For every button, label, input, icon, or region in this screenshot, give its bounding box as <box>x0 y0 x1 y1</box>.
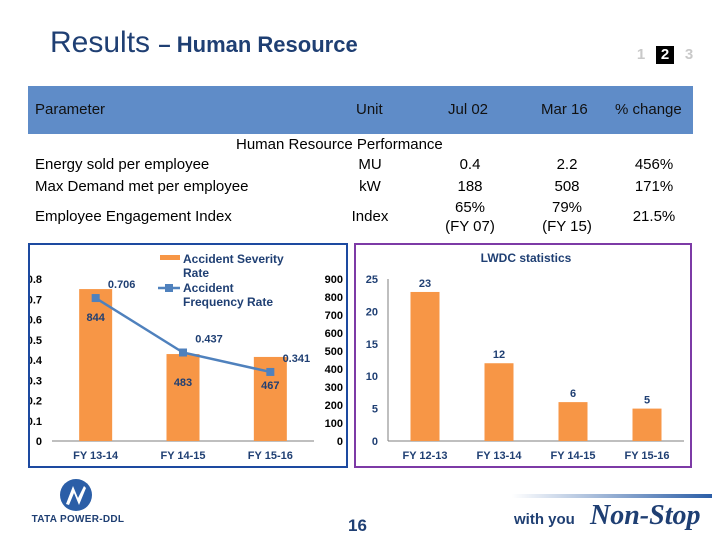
lwdc-statistics-chart: LWDC statistics 0 5 10 15 20 25 23 FY 12-13 12 FY … <box>354 243 692 468</box>
severity-bar-label: 844 <box>86 312 105 324</box>
severity-bar-label: 467 <box>261 380 279 392</box>
logo-text: TATA POWER-DDL <box>31 514 125 525</box>
right-axis-tick-label: 200 <box>325 400 343 412</box>
legend-severity-swatch <box>160 255 180 260</box>
x-axis-tick-label: FY 15-16 <box>624 450 669 462</box>
title-subtitle: – Human Resource <box>158 32 358 57</box>
left-axis-tick-label: 0.1 <box>30 416 42 428</box>
row-1-parameter: Energy sold per employee <box>35 156 210 173</box>
lwdc-bar-label: 23 <box>419 278 431 290</box>
tagline-brand: Non-Stop <box>590 500 701 531</box>
tagline-prefix: with you <box>514 511 575 528</box>
header-base: Jul 02 <box>448 101 489 118</box>
left-axis-tick-label: 0.6 <box>30 315 42 327</box>
x-axis-tick-label: FY 14-15 <box>160 450 205 462</box>
left-axis-tick-label: 0.3 <box>30 375 42 387</box>
row-2-current: 508 <box>554 178 580 195</box>
x-axis-tick-label: FY 12-13 <box>402 450 447 462</box>
header-parameter: Parameter <box>35 101 106 118</box>
lwdc-bar <box>632 408 662 441</box>
lwdc-bar <box>410 291 440 441</box>
right-axis-tick-label: 700 <box>325 310 343 322</box>
row-3-current-note: (FY 15) <box>542 218 592 235</box>
lwdc-chart-title: LWDC statistics <box>481 251 572 265</box>
row-2-unit: kW <box>359 178 381 195</box>
tagline: with you Non-Stop <box>512 494 712 536</box>
frequency-point-label: 0.437 <box>195 334 223 346</box>
severity-bar-label: 483 <box>174 377 192 389</box>
lwdc-bar-label: 6 <box>570 388 576 400</box>
right-axis-tick-label: 900 <box>325 274 343 286</box>
left-axis-tick-label: 0.8 <box>30 274 42 286</box>
right-axis-tick-label: 100 <box>325 418 343 430</box>
pager-item-2[interactable]: 2 <box>656 46 674 64</box>
row-1-current: 2.2 <box>556 156 578 173</box>
row-2-base: 188 <box>457 178 483 195</box>
x-axis-tick-label: FY 14-15 <box>550 450 595 462</box>
accident-rate-chart-svg: 0 0.1 0.2 0.3 0.4 0.5 0.6 0.7 0.8 0 100 200 300 400 50… <box>27 252 343 462</box>
left-axis-tick-label: 0.2 <box>30 396 42 408</box>
table-header-band <box>28 86 693 134</box>
y-axis-tick-label: 15 <box>366 339 378 351</box>
slide-number: 16 <box>348 516 367 535</box>
right-axis-tick-label: 500 <box>325 346 343 358</box>
tata-logo-icon <box>60 479 92 511</box>
right-axis-tick-label: 800 <box>325 292 343 304</box>
x-axis-tick-label: FY 13-14 <box>73 450 119 462</box>
lwdc-bar-label: 5 <box>644 395 650 407</box>
row-1-change: 456% <box>634 156 674 173</box>
right-axis-tick-label: 300 <box>325 382 343 394</box>
row-3-base-note: (FY 07) <box>445 218 495 235</box>
legend-frequency-label: Accident Frequency Rate <box>183 281 273 309</box>
frequency-point <box>91 294 100 303</box>
row-2-change: 171% <box>634 178 674 195</box>
frequency-point <box>179 348 187 357</box>
row-2-parameter: Max Demand met per employee <box>35 178 249 195</box>
header-current: Mar 16 <box>541 101 588 118</box>
row-1-base: 0.4 <box>459 156 481 173</box>
left-axis-tick-label: 0.7 <box>30 294 42 306</box>
y-axis-tick-label: 5 <box>372 404 378 416</box>
header-change: % change <box>615 101 682 118</box>
header-unit: Unit <box>356 101 383 118</box>
legend-severity-label: Accident Severity Rate <box>183 252 284 280</box>
severity-bar <box>79 289 113 441</box>
row-3-unit: Index <box>351 208 389 225</box>
title-text: Results <box>50 26 151 59</box>
left-axis-tick-label: 0.4 <box>30 355 43 367</box>
frequency-point-label: 0.341 <box>283 353 311 365</box>
lwdc-bar <box>484 363 514 441</box>
y-axis-tick-label: 20 <box>366 306 378 318</box>
pager-item-1[interactable]: 1 <box>636 46 646 63</box>
right-axis-tick-label: 400 <box>325 364 343 376</box>
row-3-base: 65% <box>454 199 486 216</box>
page-title: Results – Human Resource <box>50 26 358 60</box>
left-axis-tick-label: 0 <box>36 436 42 448</box>
right-axis-tick-label: 600 <box>325 328 343 340</box>
row-3-current: 79% <box>551 199 583 216</box>
y-axis-tick-label: 25 <box>366 274 378 286</box>
severity-bar <box>166 354 200 441</box>
section-title: Human Resource Performance <box>236 136 443 153</box>
lwdc-bar-label: 12 <box>493 349 505 361</box>
frequency-point <box>266 367 275 376</box>
x-axis-tick-label: FY 13-14 <box>476 450 522 462</box>
accident-rate-chart: 0 0.1 0.2 0.3 0.4 0.5 0.6 0.7 0.8 0 100 200 300 400 50… <box>27 243 348 468</box>
y-axis-tick-label: 0 <box>372 436 378 448</box>
frequency-point-label: 0.706 <box>108 279 136 291</box>
x-axis-tick-label: FY 15-16 <box>248 450 293 462</box>
row-3-change: 21.5% <box>632 208 676 225</box>
lwdc-bar <box>558 402 588 441</box>
lwdc-chart-svg: LWDC statistics 0 5 10 15 20 25 23 FY 12-13 12 FY … <box>366 251 684 462</box>
pager-item-3[interactable]: 3 <box>684 46 694 63</box>
tata-power-ddl-logo: TATA POWER-DDL <box>18 478 138 528</box>
right-axis-tick-label: 0 <box>337 436 343 448</box>
row-3-parameter: Employee Engagement Index <box>35 208 232 225</box>
row-1-unit: MU <box>358 156 382 173</box>
tagline-swoosh <box>512 494 712 498</box>
legend-frequency-marker <box>165 284 173 292</box>
y-axis-tick-label: 10 <box>366 371 378 383</box>
left-axis-tick-label: 0.5 <box>30 335 42 347</box>
